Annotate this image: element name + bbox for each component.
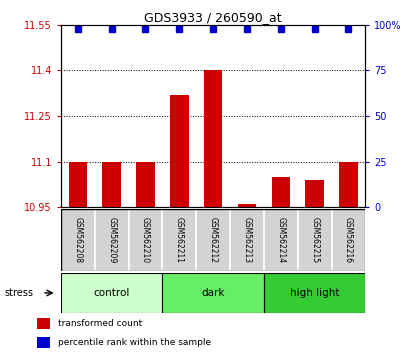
Bar (61, 273, 163, 313)
Bar (163, 209, 196, 271)
Bar (264, 209, 298, 271)
Text: high light: high light (290, 288, 339, 298)
Text: dark: dark (202, 288, 225, 298)
Text: GSM562216: GSM562216 (344, 217, 353, 263)
Text: GSM562208: GSM562208 (74, 217, 82, 263)
Title: GDS3933 / 260590_at: GDS3933 / 260590_at (144, 11, 282, 24)
Bar (331, 209, 365, 271)
Bar (129, 209, 163, 271)
Bar (37, 318, 50, 329)
Text: GSM562210: GSM562210 (141, 217, 150, 263)
Bar (136, 161, 155, 207)
Bar (264, 273, 365, 313)
Text: GSM562211: GSM562211 (175, 217, 184, 263)
Text: control: control (94, 288, 130, 298)
Text: GSM562214: GSM562214 (276, 217, 285, 263)
Bar (196, 209, 230, 271)
Text: percentile rank within the sample: percentile rank within the sample (58, 338, 211, 347)
Bar (305, 180, 324, 207)
Text: stress: stress (4, 288, 33, 298)
Bar (163, 273, 264, 313)
Bar (170, 95, 189, 207)
Bar (230, 209, 264, 271)
Text: GSM562215: GSM562215 (310, 217, 319, 263)
Bar (61, 209, 95, 271)
Bar (68, 161, 87, 207)
Bar (204, 70, 223, 207)
Bar (271, 177, 290, 207)
Bar (298, 209, 331, 271)
Bar (37, 337, 50, 348)
Text: transformed count: transformed count (58, 319, 142, 328)
Text: GSM562209: GSM562209 (107, 217, 116, 263)
Bar (238, 204, 256, 207)
Bar (339, 161, 358, 207)
Bar (95, 209, 129, 271)
Text: GSM562213: GSM562213 (242, 217, 252, 263)
Bar (102, 161, 121, 207)
Text: GSM562212: GSM562212 (209, 217, 218, 263)
